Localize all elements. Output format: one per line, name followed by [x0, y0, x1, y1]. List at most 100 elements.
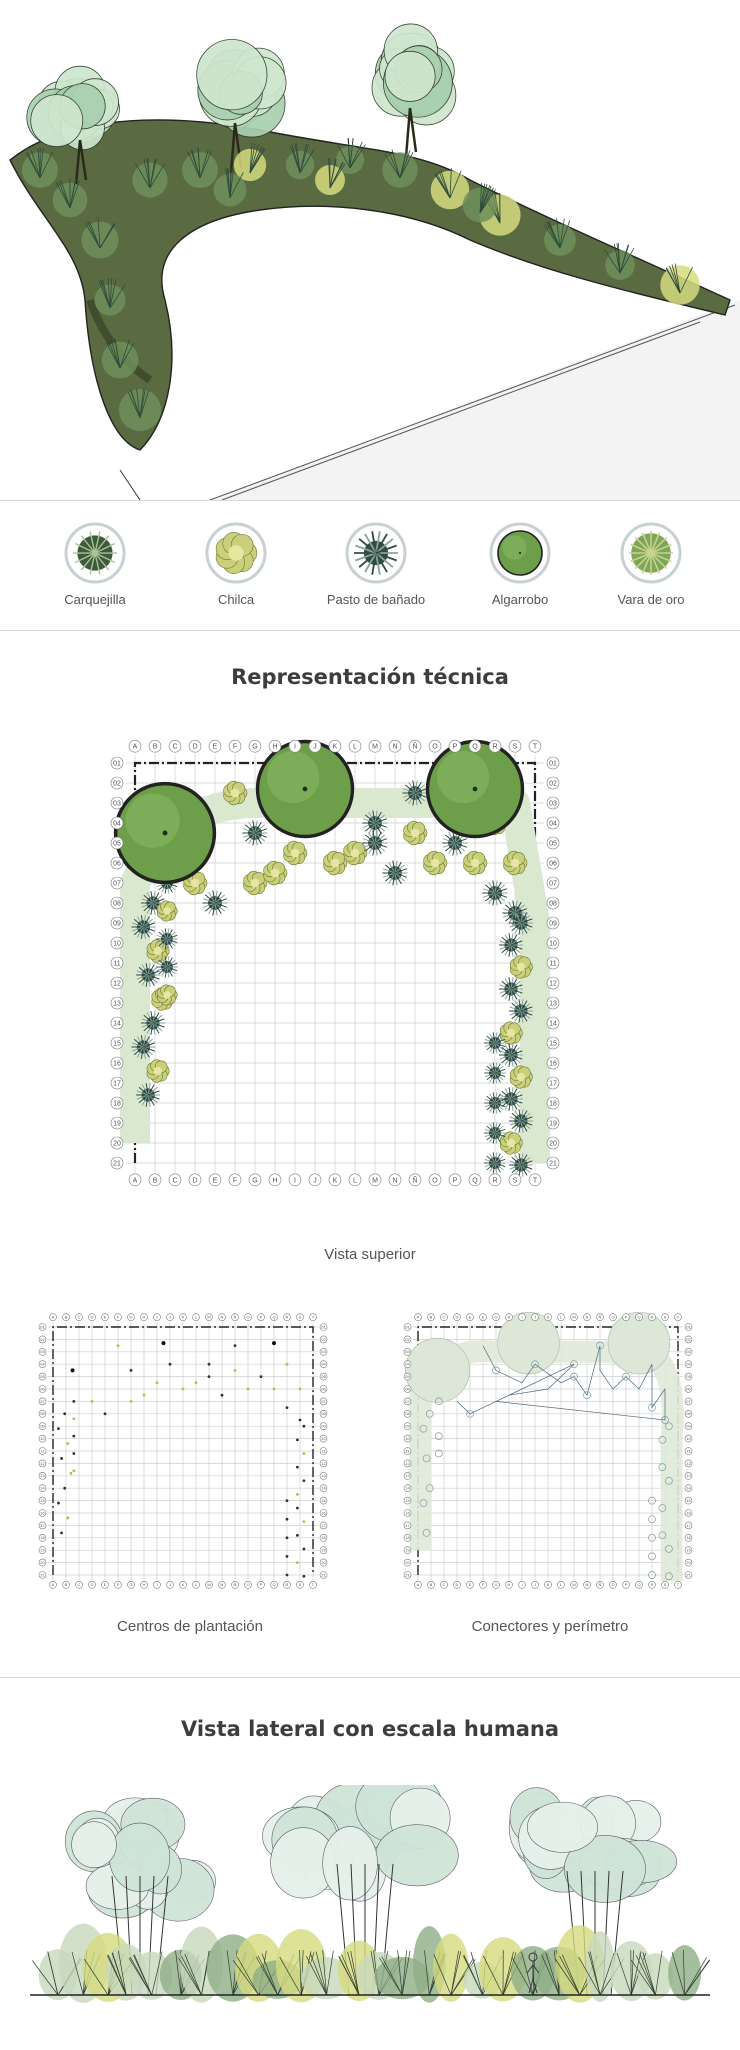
grid-row-label: 14	[684, 1484, 693, 1492]
grid-row-label: 01	[319, 1323, 328, 1331]
grid-row-label: 13	[546, 996, 560, 1010]
svg-text:13: 13	[686, 1473, 691, 1478]
svg-text:D: D	[91, 1582, 94, 1587]
grid-column-label: R	[283, 1313, 291, 1321]
grid-row-label: 18	[110, 1096, 124, 1110]
grid-column-label: M	[570, 1580, 578, 1589]
grid-column-label: I	[288, 1173, 302, 1187]
svg-text:16: 16	[40, 1510, 45, 1515]
grid-column-label: P	[257, 1313, 265, 1321]
svg-text:O: O	[246, 1582, 249, 1587]
svg-text:N: N	[392, 744, 397, 751]
grid-row-label: 19	[546, 1116, 560, 1130]
svg-text:O: O	[432, 1177, 438, 1184]
grid-row-label: 14	[546, 1016, 560, 1030]
grid-row-label: 14	[110, 1016, 124, 1030]
grid-column-label: E	[208, 739, 222, 753]
legend-label-carquejilla: Carquejilla	[64, 592, 126, 607]
svg-text:C: C	[78, 1582, 81, 1587]
svg-text:P: P	[260, 1582, 263, 1587]
svg-text:L: L	[353, 744, 357, 751]
svg-text:J: J	[169, 1582, 171, 1587]
svg-text:T: T	[677, 1582, 680, 1587]
grid-row-label: 08	[546, 896, 560, 910]
svg-text:K: K	[333, 1177, 338, 1184]
svg-text:B: B	[430, 1582, 433, 1587]
grid-row-label: 07	[38, 1397, 47, 1406]
svg-text:G: G	[252, 1177, 257, 1184]
svg-text:12: 12	[686, 1461, 691, 1466]
svg-text:08: 08	[321, 1411, 326, 1416]
grid-row-label: 15	[403, 1496, 412, 1505]
divider-side	[0, 1677, 740, 1678]
top-view-plan: A A B B C C D D E E F F G G H H I I J J K K L L M M N N Ñ Ñ O O P P Q Q R R S S…	[110, 739, 560, 1187]
grid-column-label: I	[153, 1313, 161, 1321]
grid-column-label: D	[453, 1313, 461, 1321]
svg-text:F: F	[482, 1582, 485, 1587]
svg-text:S: S	[513, 744, 518, 751]
svg-text:H: H	[508, 1315, 511, 1320]
grid-row-label: 12	[546, 976, 560, 990]
svg-text:I: I	[294, 744, 296, 751]
grid-row-label: 01	[403, 1323, 412, 1331]
svg-text:L: L	[560, 1582, 563, 1587]
svg-text:L: L	[560, 1315, 563, 1320]
svg-text:04: 04	[40, 1362, 45, 1367]
grid-column-label: G	[127, 1580, 135, 1589]
svg-text:18: 18	[40, 1535, 45, 1540]
side-elevation-illustration	[30, 1785, 710, 2003]
grid-column-label: M	[205, 1580, 213, 1589]
legend-item-vara: Vara de oro	[581, 522, 721, 607]
svg-text:E: E	[104, 1582, 107, 1587]
grid-column-label: Ñ	[408, 1173, 422, 1187]
grid-column-label: E	[208, 1173, 222, 1187]
svg-text:01: 01	[321, 1324, 326, 1329]
svg-text:16: 16	[321, 1510, 326, 1515]
grid-row-label: 06	[403, 1385, 412, 1393]
planting-centers-plan: A A B B C C D D E E F F G G H H I I J J K K L L M M N N Ñ Ñ O O P P Q Q R R S S…	[38, 1313, 328, 1589]
grid-column-label: F	[479, 1580, 487, 1589]
svg-text:10: 10	[113, 940, 121, 947]
grid-column-label: T	[309, 1313, 317, 1321]
grid-row-label: 09	[38, 1422, 47, 1430]
svg-text:12: 12	[113, 980, 121, 987]
grid-column-label: O	[244, 1313, 252, 1321]
svg-text:C: C	[172, 744, 177, 751]
svg-text:N: N	[586, 1582, 589, 1587]
svg-text:21: 21	[321, 1572, 326, 1577]
grid-column-label: F	[479, 1313, 487, 1321]
svg-text:L: L	[195, 1582, 198, 1587]
grid-column-label: Q	[270, 1580, 278, 1589]
grid-column-label: E	[466, 1313, 474, 1321]
svg-text:L: L	[353, 1177, 357, 1184]
svg-text:03: 03	[113, 800, 121, 807]
grid-row-label: 05	[319, 1372, 328, 1381]
svg-text:T: T	[312, 1315, 315, 1320]
svg-text:J: J	[534, 1582, 536, 1587]
svg-text:D: D	[192, 1177, 197, 1184]
svg-text:N: N	[586, 1315, 589, 1320]
grid-column-label: P	[257, 1580, 265, 1589]
svg-text:16: 16	[405, 1510, 410, 1515]
svg-text:01: 01	[40, 1324, 45, 1329]
grid-row-label: 16	[110, 1056, 124, 1070]
grid-column-label: I	[153, 1580, 161, 1589]
plant-legend: Carquejilla Chilca Pasto de bañado Algar…	[0, 502, 740, 630]
grid-column-label: O	[609, 1313, 617, 1321]
grid-column-label: Ñ	[408, 739, 422, 753]
svg-text:10: 10	[686, 1436, 691, 1441]
svg-text:E: E	[469, 1315, 472, 1320]
grid-row-label: 07	[684, 1397, 693, 1406]
svg-text:01: 01	[405, 1324, 410, 1329]
legend-label-algarrobo: Algarrobo	[491, 592, 549, 607]
divider-legend	[0, 630, 740, 631]
svg-text:O: O	[432, 744, 438, 751]
svg-text:05: 05	[549, 840, 557, 847]
svg-text:T: T	[533, 1177, 538, 1184]
grid-column-label: H	[268, 739, 282, 753]
grid-column-label: M	[368, 739, 382, 753]
grid-column-label: R	[488, 1173, 502, 1187]
grid-row-label: 12	[403, 1459, 412, 1468]
grid-column-label: I	[518, 1313, 526, 1321]
svg-text:04: 04	[549, 820, 557, 827]
